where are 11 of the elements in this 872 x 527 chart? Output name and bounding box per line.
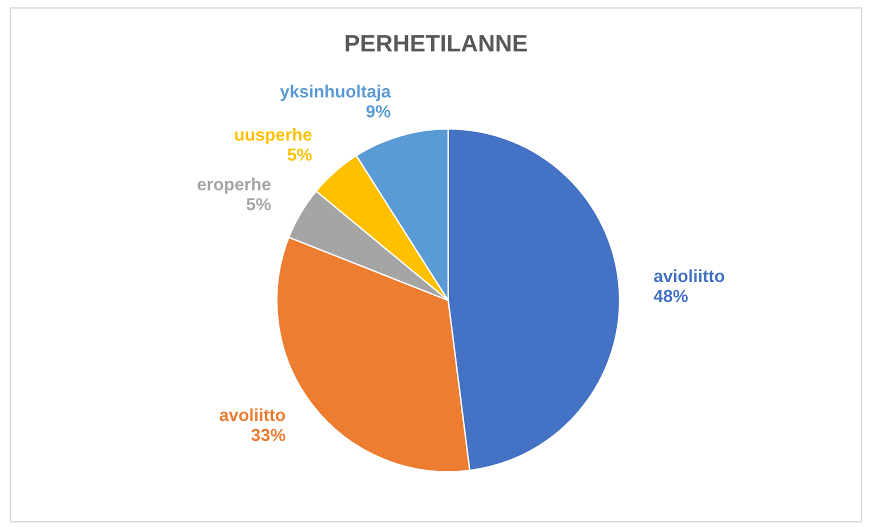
data-label: 33%	[251, 428, 286, 442]
slice-label: avioliitto	[654, 269, 724, 282]
data-label: 48%	[654, 290, 688, 302]
data-label: 5%	[288, 148, 312, 161]
slice-label: yksinhuoltaja	[280, 84, 391, 101]
data-label: 9%	[366, 105, 390, 118]
chart-title: PERHETILANNE	[346, 35, 527, 52]
data-label: 5%	[246, 198, 271, 210]
slice-label: eroperhe	[198, 178, 271, 194]
slice-label: uusperhe	[235, 128, 312, 144]
slice-label: avoliitto	[220, 408, 286, 422]
